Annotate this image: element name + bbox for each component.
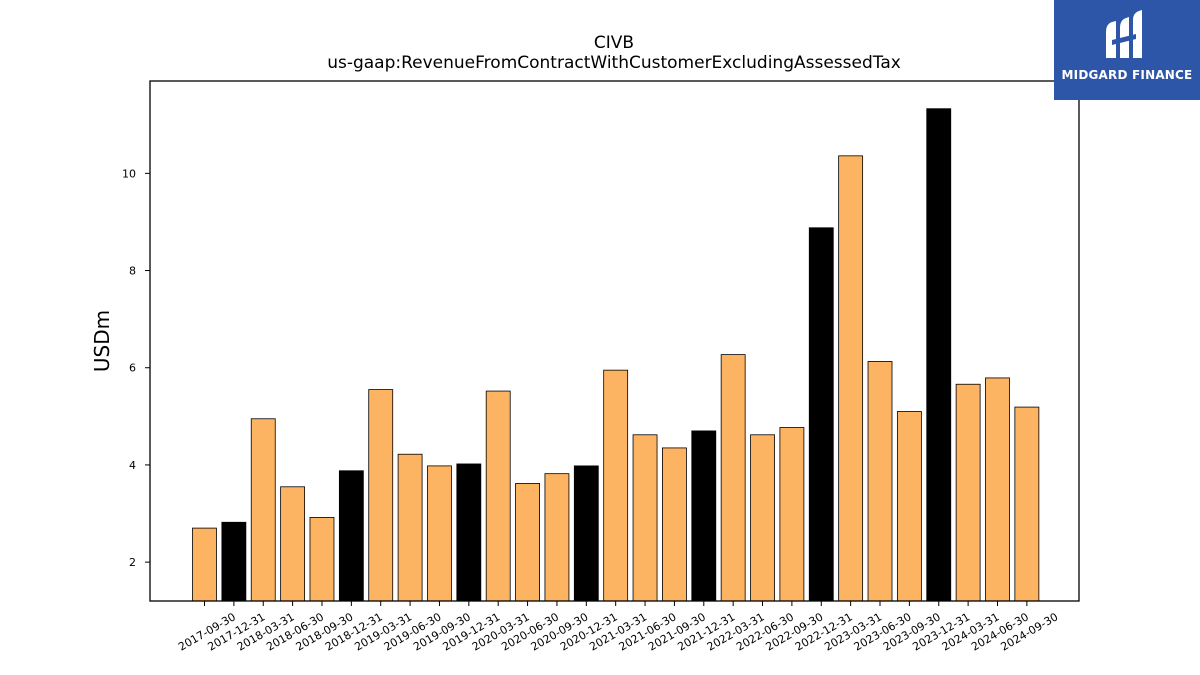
bar-2019-09-30: [427, 465, 452, 602]
y-axis-ticks: 2 4 6 8 10: [122, 167, 150, 569]
bar-2021-03-31: [603, 369, 629, 602]
bar-2020-09-30: [544, 473, 570, 602]
bar-2019-06-30: [397, 453, 423, 602]
bar-2021-12-31: [691, 430, 717, 602]
bar-2020-03-31: [485, 390, 511, 602]
bar-2018-03-31: [250, 418, 276, 602]
bar-2022-06-30: [750, 434, 775, 602]
y-tick-label: 10: [122, 167, 136, 180]
bar-2024-03-31: [955, 383, 981, 602]
x-axis-ticks: 2017-09-302017-12-312018-03-312018-06-30…: [176, 601, 1060, 654]
brand-name: MIDGARD FINANCE: [1061, 68, 1193, 82]
bar-2024-06-30: [985, 377, 1010, 602]
y-axis-label: USDm: [90, 310, 114, 372]
bar-2021-06-30: [632, 434, 658, 602]
y-tick-label: 4: [129, 459, 136, 472]
bar-2021-09-30: [662, 447, 687, 602]
bar-2022-03-31: [720, 354, 746, 602]
y-tick-label: 8: [129, 265, 136, 278]
bar-2020-06-30: [515, 482, 540, 602]
bar-2018-06-30: [280, 486, 306, 602]
bar-2022-09-30: [779, 427, 805, 602]
y-tick-label: 2: [129, 556, 136, 569]
midgard-m-icon: [1106, 10, 1142, 58]
bars-group: [192, 108, 1040, 602]
chart-subtitle: us-gaap:RevenueFromContractWithCustomerE…: [327, 53, 901, 73]
bar-2020-12-31: [573, 465, 599, 602]
bar-2019-03-31: [368, 389, 394, 602]
brand-logo: MIDGARD FINANCE: [1054, 0, 1200, 100]
chart-title: CIVB: [594, 33, 634, 53]
bar-2023-06-30: [867, 361, 893, 602]
bar-2023-03-31: [838, 155, 864, 602]
bar-2022-12-31: [808, 227, 834, 602]
bar-2017-12-31: [221, 521, 247, 602]
bar-2018-12-31: [338, 470, 364, 602]
plot-frame: [149, 80, 1080, 602]
bar-2018-09-30: [309, 517, 335, 602]
bar-2019-12-31: [456, 463, 482, 602]
y-tick-label: 6: [129, 362, 136, 375]
bar-2023-09-30: [896, 411, 922, 602]
bar-2023-12-31: [926, 108, 952, 602]
bar-2017-09-30: [192, 527, 217, 602]
bar-2024-09-30: [1014, 406, 1040, 602]
